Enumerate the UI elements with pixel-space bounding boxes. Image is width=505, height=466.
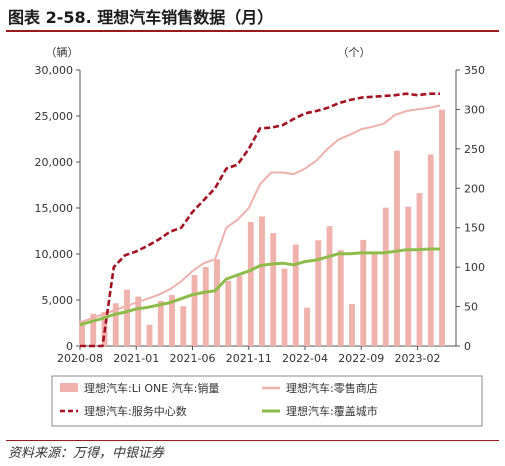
x-tick-label: 2021-06 — [170, 352, 216, 365]
right-tick-label: 100 — [464, 261, 485, 274]
sales-bar — [214, 259, 220, 346]
left-tick-label: 30,000 — [35, 64, 74, 77]
sales-bar — [180, 306, 187, 346]
sales-bar — [326, 226, 333, 346]
sales-bar — [382, 207, 389, 346]
left-tick-label: 10,000 — [35, 248, 74, 261]
left-tick-label: 0 — [66, 340, 73, 353]
sales-chart: （辆） （个） 0 5,000 10,000 15,000 20,000 25,000 30,0… — [35, 45, 486, 427]
right-tick-label: 150 — [464, 222, 485, 235]
sales-bar — [315, 240, 322, 346]
right-tick-label: 300 — [464, 103, 485, 116]
right-tick-label: 200 — [464, 182, 485, 195]
legend-label: 理想汽车:服务中心数 — [84, 404, 187, 418]
sales-bar — [304, 307, 310, 346]
x-tick-label: 2022-09 — [338, 352, 384, 365]
sales-bar — [236, 275, 243, 346]
right-tick-label: 50 — [464, 301, 478, 314]
source-rule — [6, 440, 499, 441]
sales-bar — [247, 221, 254, 346]
legend-label: 理想汽车:覆盖城市 — [286, 404, 378, 418]
title-rule — [6, 30, 499, 32]
left-tick-label: 20,000 — [35, 156, 74, 169]
sales-bar — [112, 303, 119, 346]
right-axis-unit: （个） — [338, 46, 371, 59]
left-axis-unit: （辆） — [46, 45, 79, 59]
legend-swatch-bar — [60, 383, 78, 392]
source-note: 资料来源：万得，中银证券 — [8, 446, 165, 461]
left-tick-label: 25,000 — [35, 110, 74, 123]
legend-label: 理想汽车:零售商店 — [286, 381, 378, 395]
sales-bar — [135, 296, 142, 346]
bar-series — [79, 109, 445, 346]
sales-bar — [259, 216, 265, 346]
x-tick-label: 2022-04 — [282, 352, 328, 365]
x-tick-label: 2023-02 — [395, 352, 441, 365]
x-tick-label: 2021-01 — [113, 352, 159, 365]
sales-bar — [349, 303, 355, 346]
sales-bar — [157, 300, 164, 346]
sales-bar — [191, 275, 198, 346]
sales-bar — [394, 150, 400, 346]
right-tick-label: 0 — [464, 340, 471, 353]
sales-bar — [146, 324, 153, 346]
sales-bar — [337, 250, 344, 346]
sales-bar — [292, 244, 299, 346]
sales-bar — [439, 109, 445, 346]
sales-bar — [405, 206, 412, 346]
line-series — [79, 92, 441, 348]
sales-bar — [371, 253, 378, 346]
sales-bar — [169, 295, 175, 346]
sales-bar — [202, 266, 209, 346]
sales-bar — [360, 239, 367, 346]
right-tick-label: 250 — [464, 143, 485, 156]
chart-title: 图表 2-58. 理想汽车销售数据（月） — [8, 8, 274, 27]
sales-bar — [124, 289, 130, 346]
left-tick-label: 5,000 — [42, 294, 74, 307]
retail-store-line — [79, 104, 441, 324]
legend-box — [51, 375, 483, 427]
chart-axes: （辆） （个） 0 5,000 10,000 15,000 20,000 25,000 30,0… — [35, 45, 486, 365]
x-tick-label: 2020-08 — [57, 352, 103, 365]
sales-bar — [79, 321, 85, 346]
legend-label: 理想汽车:Li ONE 汽车:销量 — [84, 381, 219, 395]
sales-bar — [416, 193, 423, 346]
sales-bar — [281, 268, 288, 346]
sales-bar — [90, 313, 97, 346]
x-tick-label: 2021-11 — [226, 352, 272, 365]
left-tick-label: 15,000 — [35, 202, 74, 215]
sales-bar — [270, 233, 277, 346]
right-tick-label: 350 — [464, 64, 485, 77]
service-center-line — [80, 92, 440, 348]
sales-bar — [225, 280, 232, 346]
city-coverage-line — [79, 247, 440, 327]
